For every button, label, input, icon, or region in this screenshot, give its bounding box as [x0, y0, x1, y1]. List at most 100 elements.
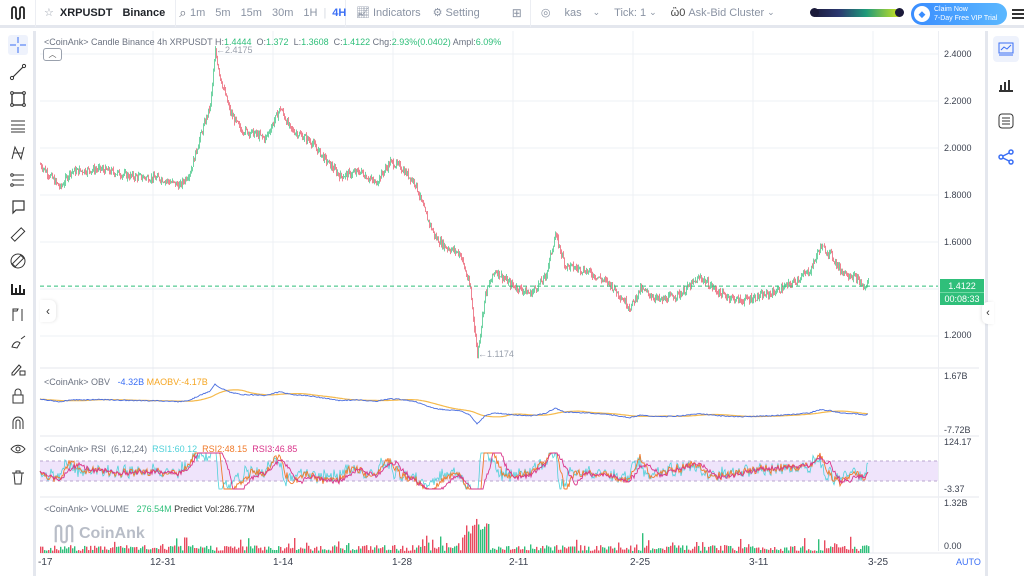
- hamburger-menu-icon[interactable]: [1012, 7, 1024, 21]
- open-value: 1.372: [266, 37, 289, 47]
- time-axis-label: 2-25: [630, 557, 651, 568]
- tick-label: Tick:: [614, 6, 637, 19]
- exchange-name[interactable]: Binance: [122, 6, 166, 19]
- eye-icon: [10, 444, 26, 453]
- ruler-tool[interactable]: [0, 220, 36, 247]
- h-label: H:: [214, 37, 224, 47]
- right-panel-collapse-button[interactable]: ‹: [982, 302, 994, 324]
- flag-tool[interactable]: [0, 301, 36, 328]
- vip-trial-button[interactable]: ◆ Claim Now 7-Day Free VIP Trial: [911, 3, 1007, 25]
- indicators-label: Indicators: [372, 6, 421, 19]
- timeframe-1m[interactable]: 1m: [190, 6, 206, 19]
- scroll-left-button[interactable]: ‹: [40, 300, 56, 322]
- chg-label: Chg:: [372, 37, 392, 47]
- price-axis-label: 2.4000: [944, 49, 972, 59]
- pattern-tool[interactable]: [0, 139, 36, 166]
- kas-label: kas: [564, 6, 582, 19]
- heatmap-color-slider[interactable]: [810, 8, 904, 17]
- bars-icon: [999, 80, 1013, 92]
- ask-bid-cluster-dropdown[interactable]: ὢ0 Ask-Bid Cluster ⌄: [671, 7, 775, 19]
- kas-dropdown[interactable]: kas ⌄: [564, 7, 600, 19]
- price-axis-label: 1.6000: [944, 237, 972, 247]
- slider-handle-right[interactable]: [895, 8, 904, 17]
- timeframe-5m[interactable]: 5m: [215, 6, 231, 19]
- brush-tool[interactable]: [0, 328, 36, 355]
- coinank-watermark: CoinAnk: [53, 524, 145, 544]
- ruler-icon: [10, 226, 26, 242]
- timeframe-30m[interactable]: 30m: [271, 6, 294, 19]
- amplitude-value: 6.09%: [475, 37, 502, 47]
- lock-tool[interactable]: [0, 382, 36, 409]
- predict-volume: Predict Vol:286.77M: [174, 504, 255, 514]
- bars-view-button[interactable]: [988, 67, 1024, 103]
- symbol-name[interactable]: XRPUSDT: [59, 6, 113, 19]
- timeframe-chevron-down-icon[interactable]: ⌄: [356, 7, 364, 17]
- top-toolbar: ☆ XRPUSDT Binance ⌕ 1m 5m 15m 30m 1H | 4…: [0, 0, 1024, 28]
- obv-legend: <CoinAnk> OBV -4.32B MAOBV:-4.17B: [44, 377, 208, 387]
- vip-line1: Claim Now: [934, 6, 968, 13]
- high-value: 1.4444: [223, 37, 252, 47]
- magnet-tool[interactable]: [0, 409, 36, 436]
- timeframe-15m[interactable]: 15m: [240, 6, 262, 19]
- indicators-icon: 📈︎: [356, 7, 370, 19]
- price-chart-canvas[interactable]: [39, 31, 979, 576]
- countdown-tag: 00:08:33: [940, 292, 984, 305]
- chart-view-button[interactable]: [988, 31, 1024, 67]
- maobv-value: -4.17B: [181, 377, 208, 387]
- volume-axis-bottom: 0.00: [944, 541, 962, 551]
- crosshair-tool[interactable]: [0, 31, 36, 58]
- measure-tool[interactable]: [0, 247, 36, 274]
- low-annotation: ←1.1174: [478, 349, 514, 359]
- auto-scale-button[interactable]: AUTO: [956, 557, 981, 567]
- bar-chart-tool[interactable]: [0, 274, 36, 301]
- trash-tool[interactable]: [0, 463, 36, 490]
- parallel-lines-tool[interactable]: [0, 112, 36, 139]
- divider: |: [323, 6, 327, 19]
- callout-icon: [12, 199, 25, 214]
- l-label: L:: [293, 37, 302, 47]
- watermark-logo-icon: [54, 524, 74, 544]
- candle-legend-prefix: <CoinAnk> Candle Binance 4h XRPUSDT: [44, 37, 213, 47]
- high-annotation: ←2.4175: [216, 45, 253, 55]
- fib-tool[interactable]: [0, 166, 36, 193]
- rectangle-tool[interactable]: [0, 85, 36, 112]
- crosshair-icon: [8, 34, 28, 55]
- time-axis-label: 12-31: [150, 557, 176, 568]
- vip-line2: 7-Day Free VIP Trial: [934, 15, 998, 22]
- price-axis-border: [938, 31, 939, 551]
- callout-tool[interactable]: [0, 193, 36, 220]
- favorite-star-icon[interactable]: ☆: [44, 7, 54, 19]
- c-label: C:: [333, 37, 343, 47]
- time-axis-label: 3-25: [868, 557, 889, 568]
- indicators-button[interactable]: 📈︎ Indicators: [356, 6, 421, 20]
- collapse-legend-button[interactable]: ︿: [43, 48, 62, 61]
- close-value: 1.4122: [342, 37, 371, 47]
- chevron-down-icon: ⌄: [649, 7, 657, 17]
- tick-dropdown[interactable]: Tick: 1 ⌄: [614, 7, 656, 19]
- rsi-legend-prefix: <CoinAnk> RSI: [44, 444, 107, 454]
- timeframe-4h[interactable]: 4H: [332, 6, 347, 19]
- setting-button[interactable]: ⚙ Setting: [433, 6, 480, 20]
- volume-value: 276.54M: [136, 504, 172, 514]
- pencil-lock-tool[interactable]: [0, 355, 36, 382]
- last-price-tag: 1.4122: [940, 279, 984, 292]
- rsi-axis-bottom: -3.37: [944, 484, 965, 494]
- maobv-label: MAOBV:: [146, 377, 182, 387]
- share-button[interactable]: [988, 139, 1024, 175]
- trash-icon: [12, 470, 24, 484]
- pencil-lock-icon: [11, 363, 26, 375]
- list-icon: [998, 113, 1014, 129]
- right-toolbar: [988, 31, 1024, 576]
- candle-legend: <CoinAnk> Candle Binance 4h XRPUSDT H:1.…: [44, 37, 501, 47]
- eye-tool[interactable]: [0, 436, 36, 463]
- trend-line-tool[interactable]: [0, 58, 36, 85]
- heatmap-icon[interactable]: ◎: [540, 7, 551, 19]
- timeframe-1h[interactable]: 1H: [303, 6, 318, 19]
- list-view-button[interactable]: [988, 103, 1024, 139]
- rsi-axis-top: 124.17: [944, 437, 972, 447]
- layout-grid-icon[interactable]: ⊞: [511, 5, 522, 20]
- slider-handle-left[interactable]: [810, 8, 819, 17]
- rsi-params: (6,12,24): [111, 444, 148, 454]
- coinank-logo[interactable]: [0, 0, 36, 27]
- search-icon[interactable]: ⌕: [179, 4, 187, 20]
